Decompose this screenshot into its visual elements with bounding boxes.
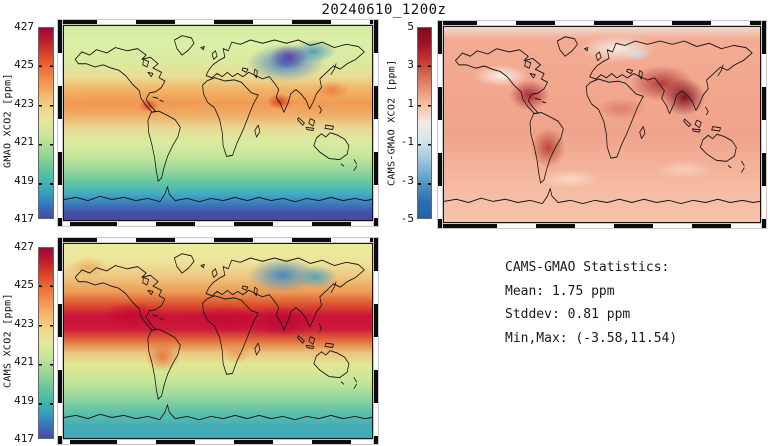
map-frame-ticks-top xyxy=(58,238,378,242)
tick-label: 421 xyxy=(14,135,34,149)
map-frame-ticks-left xyxy=(58,20,62,226)
cams-map-panel xyxy=(58,238,378,444)
diff-colorbar xyxy=(417,27,432,220)
map-frame-ticks-bottom xyxy=(58,440,378,444)
tick-label: 427 xyxy=(14,240,34,253)
tick-label: 425 xyxy=(14,58,34,72)
tick-label: 417 xyxy=(14,431,34,445)
tick-label: -1 xyxy=(400,135,414,149)
tick-label: -3 xyxy=(400,173,414,187)
tick-label: 427 xyxy=(14,20,34,33)
map-frame-ticks-right xyxy=(374,238,378,444)
cams-minus-gmao-field xyxy=(444,27,760,222)
world-coastlines xyxy=(444,36,760,205)
tick-label: 3 xyxy=(407,58,414,72)
gmao-colorbar xyxy=(38,27,54,220)
tick-label: 423 xyxy=(14,96,34,110)
diff-map-panel xyxy=(438,21,766,228)
map-frame-ticks-top xyxy=(438,21,766,25)
tick-label: 5 xyxy=(407,20,414,33)
figure-title: 20240610_1200z xyxy=(321,2,447,18)
stats-block: CAMS-GMAO Statistics: Mean: 1.75 ppm Std… xyxy=(505,256,677,350)
map-frame-ticks-bottom xyxy=(438,224,766,228)
map-frame-ticks-left xyxy=(58,238,62,444)
tick-label: 421 xyxy=(14,355,34,369)
colorbar-tickmarks xyxy=(39,28,53,220)
map-frame-ticks-right xyxy=(762,21,766,228)
map-frame-ticks-left xyxy=(438,21,442,228)
map-frame-ticks-top xyxy=(58,20,378,24)
gmao-map-panel xyxy=(58,20,378,226)
world-coastlines xyxy=(64,35,372,203)
tick-label: -5 xyxy=(400,211,414,225)
tick-label: 417 xyxy=(14,211,34,225)
stats-stddev: Stddev: 0.81 ppm xyxy=(505,307,631,322)
stats-heading: CAMS-GMAO Statistics: xyxy=(505,260,670,275)
stats-mean: Mean: 1.75 ppm xyxy=(505,283,615,299)
map-frame-ticks-bottom xyxy=(58,222,378,226)
cams-colorbar-ticks: 427 425 423 421 419 417 xyxy=(10,241,34,445)
tick-label: 1 xyxy=(407,96,414,110)
gmao-xco2-field xyxy=(64,26,372,220)
colorbar-tickmarks xyxy=(418,28,431,220)
world-coastlines xyxy=(64,253,372,421)
map-frame-ticks-right xyxy=(374,20,378,226)
tick-label: 419 xyxy=(14,173,34,187)
cams-colorbar xyxy=(38,247,54,440)
colorbar-tickmarks xyxy=(39,248,53,440)
tick-label: 419 xyxy=(14,393,34,407)
cams-xco2-field xyxy=(64,244,372,438)
gmao-colorbar-ticks: 427 425 423 421 419 417 xyxy=(10,21,34,225)
diff-colorbar-ticks: 5 3 1 -1 -3 -5 xyxy=(396,21,414,225)
tick-label: 423 xyxy=(14,316,34,330)
tick-label: 425 xyxy=(14,278,34,292)
stats-minmax: Min,Max: (-3.58,11.54) xyxy=(505,330,678,346)
